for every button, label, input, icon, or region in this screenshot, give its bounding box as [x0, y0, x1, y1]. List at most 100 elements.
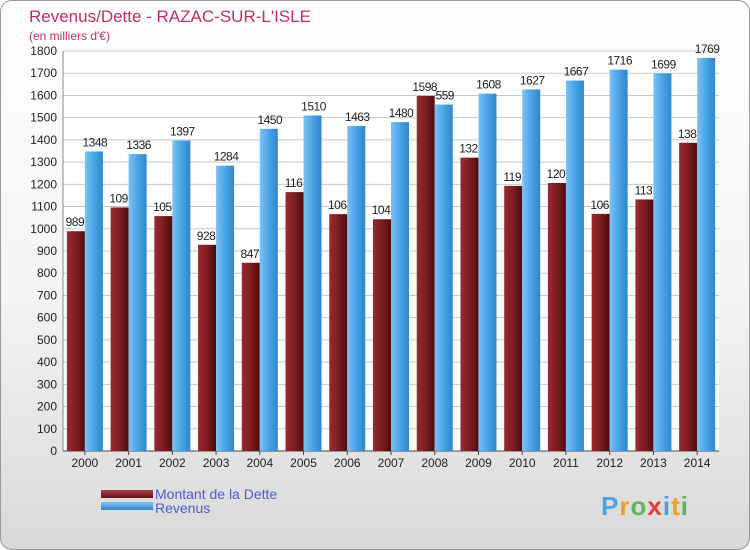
bar-revenue	[303, 115, 322, 451]
y-tick-label: 200	[37, 400, 57, 414]
data-label-revenue: 1480	[389, 106, 415, 120]
data-label-debt: 116	[285, 176, 303, 190]
brand-letter: r	[619, 491, 631, 521]
bar-revenue	[391, 122, 409, 451]
legend-swatch-revenue	[101, 502, 153, 510]
legend-label-revenue: Revenus	[155, 500, 211, 516]
brand-logo: Proxiti	[601, 491, 689, 522]
data-label-debt: 104	[372, 203, 391, 217]
data-label-revenue: 1769	[695, 42, 721, 56]
data-label-revenue: 559	[435, 89, 454, 103]
bar-revenue	[565, 80, 584, 452]
data-label-debt: 928	[197, 229, 216, 243]
x-tick-label: 2007	[378, 456, 405, 470]
bar-revenue	[653, 73, 672, 451]
bar-debt	[635, 199, 654, 451]
bar-debt	[547, 183, 566, 451]
chart-subtitle: (en milliers d'€)	[29, 29, 110, 43]
data-label-debt: 138	[678, 127, 697, 141]
brand-letter: i	[662, 491, 672, 521]
x-tick-label: 2010	[509, 456, 536, 470]
data-label-debt: 109	[109, 191, 128, 205]
bar-debt	[679, 142, 698, 451]
data-label-revenue: 1397	[170, 125, 196, 139]
x-tick-label: 2001	[115, 456, 142, 470]
bar-revenue	[216, 165, 235, 451]
bar-debt	[591, 213, 610, 451]
x-tick-label: 2008	[421, 456, 448, 470]
brand-letter: x	[647, 491, 663, 521]
data-label-revenue: 1463	[345, 110, 371, 124]
y-tick-label: 400	[37, 355, 57, 369]
bar-revenue	[84, 151, 103, 451]
x-tick-label: 2005	[290, 456, 317, 470]
bar-debt	[66, 231, 85, 451]
y-tick-label: 1000	[30, 222, 57, 236]
bar-revenue	[128, 154, 147, 451]
bar-revenue	[478, 93, 497, 452]
legend-label-debt: Montant de la Dette	[155, 486, 278, 502]
data-label-debt: 132	[459, 142, 478, 156]
brand-letter: P	[601, 491, 620, 521]
bar-revenue	[522, 89, 541, 451]
data-label-revenue: 1699	[651, 57, 677, 71]
x-tick-label: 2002	[159, 456, 186, 470]
data-label-revenue: 1608	[476, 78, 502, 92]
x-tick-label: 2004	[246, 456, 273, 470]
y-tick-label: 1700	[30, 66, 57, 80]
brand-letter: i	[680, 491, 689, 521]
data-label-revenue: 1348	[83, 135, 109, 149]
legend-swatch-debt	[101, 490, 153, 498]
bar-revenue	[697, 57, 716, 452]
bar-debt	[154, 216, 173, 451]
x-tick-label: 2009	[465, 456, 492, 470]
bar-revenue	[347, 125, 366, 451]
y-tick-label: 1400	[30, 133, 57, 147]
bar-revenue	[609, 69, 628, 452]
data-label-revenue: 1336	[126, 138, 152, 152]
data-label-debt: 1598	[412, 80, 438, 94]
bar-debt	[110, 207, 129, 451]
bar-debt	[504, 185, 523, 451]
bar-debt	[460, 157, 479, 451]
y-tick-label: 1200	[30, 177, 57, 191]
brand-letter: t	[671, 491, 681, 521]
y-tick-label: 600	[37, 311, 57, 325]
y-tick-label: 1100	[31, 200, 57, 214]
data-label-debt: 106	[590, 198, 609, 212]
data-label-revenue: 1510	[301, 99, 327, 113]
x-tick-label: 2006	[334, 456, 361, 470]
y-tick-label: 700	[37, 288, 57, 302]
data-label-debt: 847	[241, 247, 260, 261]
data-label-debt: 106	[328, 198, 347, 212]
bar-debt	[241, 262, 260, 451]
x-tick-label: 2003	[203, 456, 230, 470]
data-label-revenue: 1716	[607, 54, 633, 68]
y-tick-label: 1800	[30, 44, 57, 58]
data-label-debt: 119	[503, 170, 521, 184]
y-tick-label: 0	[50, 444, 57, 458]
brand-letter: o	[630, 491, 648, 521]
data-label-revenue: 1284	[214, 150, 240, 164]
data-label-debt: 989	[66, 215, 85, 229]
y-tick-label: 800	[37, 266, 57, 280]
bar-revenue	[434, 104, 453, 452]
bar-debt	[329, 214, 348, 451]
bar-debt	[416, 95, 435, 451]
x-tick-label: 2012	[596, 456, 623, 470]
y-tick-label: 1300	[30, 155, 57, 169]
data-label-revenue: 1627	[520, 73, 546, 87]
y-tick-label: 1600	[30, 88, 57, 102]
x-tick-label: 2011	[553, 456, 579, 470]
chart-title: Revenus/Dette - RAZAC-SUR-L'ISLE	[29, 7, 311, 26]
y-tick-label: 500	[37, 333, 57, 347]
y-tick-label: 300	[37, 377, 57, 391]
data-label-revenue: 1450	[257, 113, 283, 127]
x-tick-label: 2014	[684, 456, 711, 470]
y-tick-label: 100	[37, 422, 57, 436]
bar-debt	[285, 192, 304, 451]
bar-debt	[373, 219, 391, 451]
data-label-debt: 113	[635, 183, 653, 197]
